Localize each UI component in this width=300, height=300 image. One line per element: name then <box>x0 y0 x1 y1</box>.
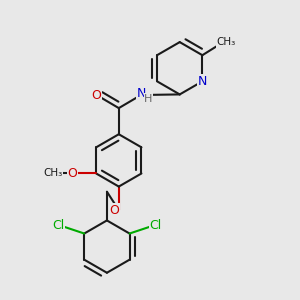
Text: H: H <box>144 94 153 103</box>
Text: O: O <box>92 88 101 101</box>
Text: O: O <box>68 167 77 180</box>
Text: N: N <box>136 87 146 100</box>
Text: Cl: Cl <box>52 219 64 232</box>
Text: Cl: Cl <box>149 219 162 232</box>
Text: CH₃: CH₃ <box>43 169 62 178</box>
Text: CH₃: CH₃ <box>217 37 236 47</box>
Text: N: N <box>198 75 207 88</box>
Text: O: O <box>110 204 119 217</box>
